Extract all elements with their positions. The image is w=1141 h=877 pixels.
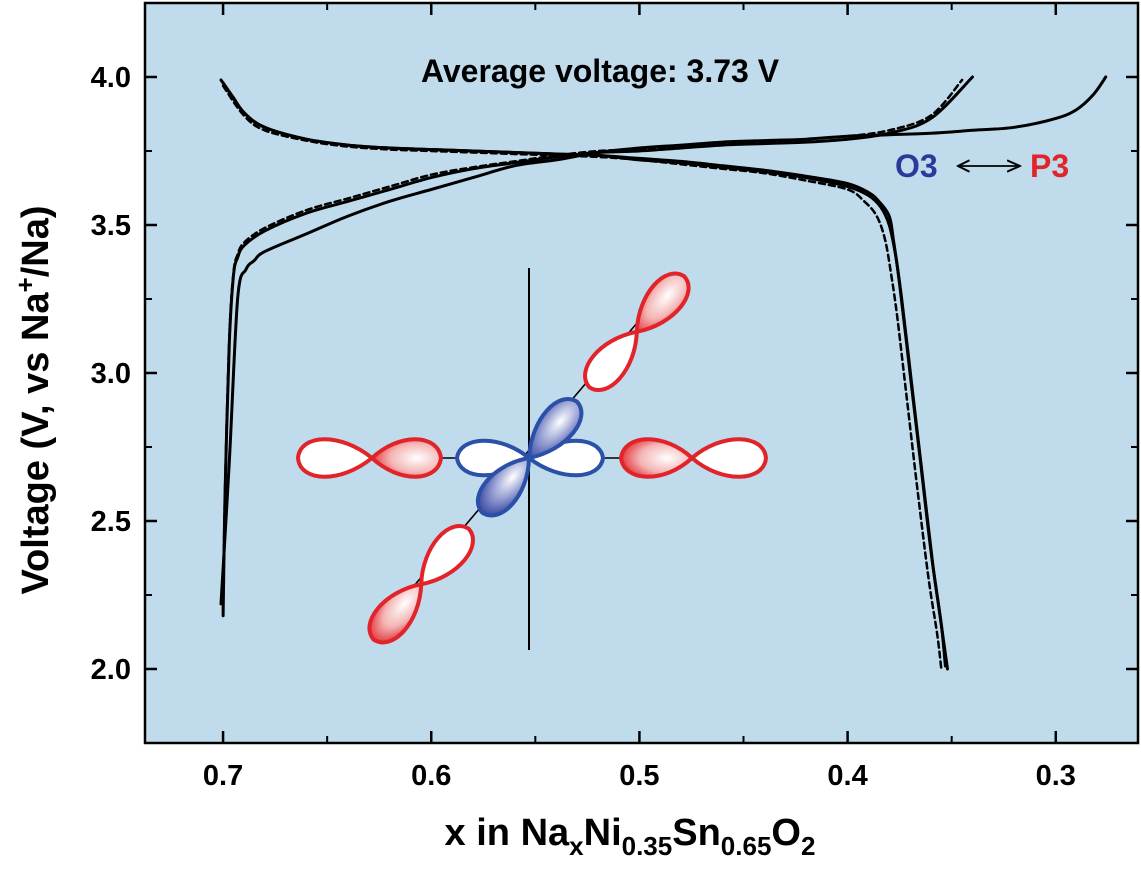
x-tick-label: 0.4	[827, 760, 867, 792]
axis-ticks	[145, 3, 1138, 743]
x-sub-035: 0.35	[622, 831, 673, 861]
orbital-center-upper-lobe	[526, 397, 584, 461]
x-sub-065: 0.65	[721, 831, 772, 861]
orbital-diagram	[295, 268, 769, 650]
orbital-upper-inner-lobe	[583, 329, 639, 392]
o3-label: O3	[895, 148, 938, 184]
tick-labels: 0.7 0.6 0.5 0.4 0.3 2.0 2.5 3.0 3.5 4.0	[91, 62, 1076, 792]
p3-label: P3	[1030, 148, 1069, 184]
y-axis-title-sup: +	[10, 277, 40, 292]
orbital-left-outer-lobe	[295, 437, 376, 479]
orbital-right-outer-lobe	[688, 437, 769, 479]
x-tick-label: 0.6	[411, 760, 451, 792]
y-tick-label: 3.0	[91, 358, 131, 390]
y-axis-title-prefix: Voltage (V, vs Na	[15, 292, 57, 595]
y-tick-label: 3.5	[91, 210, 131, 242]
x-axis-title-base: x in Na	[445, 812, 570, 854]
x-sn: Sn	[672, 812, 721, 854]
y-tick-label: 2.0	[91, 654, 131, 686]
y-tick-label: 2.5	[91, 506, 131, 538]
y-axis-title: Voltage (V, vs Na+/Na)	[10, 206, 57, 595]
x-sub-2: 2	[801, 831, 815, 861]
x-o: O	[771, 812, 801, 854]
orbital-center-lower-lobe	[475, 455, 532, 518]
series-line-6	[221, 84, 943, 671]
x-sub-x: x	[569, 831, 584, 861]
orbital-lower-outer-lobe	[367, 581, 424, 645]
y-tick-label: 4.0	[91, 62, 131, 94]
x-ni: Ni	[584, 812, 622, 854]
orbital-lower-inner-lobe	[419, 524, 475, 587]
x-tick-label: 0.7	[203, 760, 243, 792]
orbital-upper-outer-lobe	[634, 271, 691, 335]
series-line-3	[219, 75, 1108, 606]
y-axis-title-suffix: /Na)	[15, 206, 57, 278]
series-line-5	[221, 81, 947, 668]
x-tick-label: 0.3	[1036, 760, 1076, 792]
plot-background	[143, 1, 1140, 745]
x-axis-title: x in NaxNi0.35Sn0.65O2	[445, 812, 816, 861]
average-voltage-annotation: Average voltage: 3.73 V	[421, 53, 780, 89]
orbital-left-inner-lobe	[369, 437, 444, 479]
phase-transition-annotation: O3 P3	[895, 148, 1069, 184]
orbital-right-inner-lobe	[618, 437, 695, 479]
x-tick-label: 0.5	[619, 760, 659, 792]
series-layer	[219, 75, 1108, 671]
